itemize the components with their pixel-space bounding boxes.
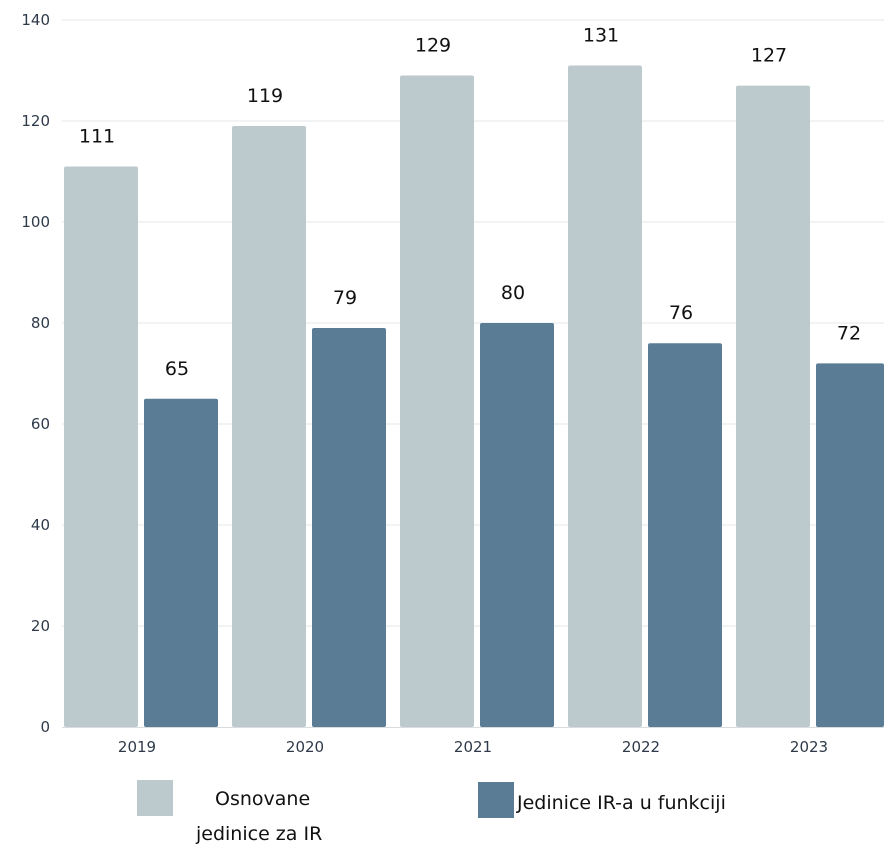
y-axis: 0 20 40 60 80 100 120 140 [21, 11, 50, 736]
bar-osnovane-2020 [232, 126, 306, 728]
y-tick-label-140: 140 [21, 11, 50, 29]
y-tick-label-120: 120 [21, 112, 50, 130]
data-label-osnovane-2019: 111 [79, 125, 115, 147]
data-label-u-funkciji-2021: 80 [501, 282, 525, 304]
bar-osnovane-2023 [736, 85, 810, 727]
data-label-osnovane-2023: 127 [751, 45, 787, 67]
bar-osnovane-2021 [400, 75, 474, 728]
y-tick-label-20: 20 [31, 617, 50, 635]
data-label-u-funkciji-2020: 79 [333, 287, 357, 309]
bars [64, 65, 884, 728]
x-tick-label-2019: 2019 [118, 738, 156, 756]
y-tick-label-80: 80 [31, 314, 50, 332]
y-tick-label-0: 0 [40, 718, 50, 736]
bar-u-funkciji-2019 [144, 398, 218, 727]
y-tick-label-40: 40 [31, 516, 50, 534]
bar-u-funkciji-2021 [480, 323, 554, 727]
x-tick-label-2021: 2021 [454, 738, 492, 756]
x-tick-label-2022: 2022 [622, 738, 660, 756]
x-axis: 2019 2020 2021 2022 2023 [62, 727, 884, 756]
bar-osnovane-2019 [64, 166, 138, 727]
legend-swatch-osnovane [137, 780, 173, 816]
legend-swatch-u-funkciji [478, 782, 514, 818]
data-label-u-funkciji-2019: 65 [165, 358, 189, 380]
x-tick-label-2023: 2023 [790, 738, 828, 756]
data-label-u-funkciji-2023: 72 [837, 322, 861, 344]
x-tick-label-2020: 2020 [286, 738, 324, 756]
bar-u-funkciji-2022 [648, 343, 722, 727]
legend-label-osnovane-line2: jedinice za IR [196, 823, 323, 845]
y-tick-label-100: 100 [21, 213, 50, 231]
y-tick-label-60: 60 [31, 415, 50, 433]
data-labels: 111 65 119 79 129 80 131 76 127 72 [79, 24, 861, 379]
bar-osnovane-2022 [568, 65, 642, 727]
legend-label-u-funkciji: Jedinice IR-a u funkciji [517, 792, 726, 814]
legend-label-osnovane-line1: Osnovane [215, 788, 311, 810]
data-label-osnovane-2021: 129 [415, 35, 451, 57]
data-label-osnovane-2022: 131 [583, 24, 619, 46]
data-label-osnovane-2020: 119 [247, 85, 283, 107]
bar-u-funkciji-2023 [816, 363, 884, 727]
bar-u-funkciji-2020 [312, 328, 386, 727]
data-label-u-funkciji-2022: 76 [669, 302, 693, 324]
